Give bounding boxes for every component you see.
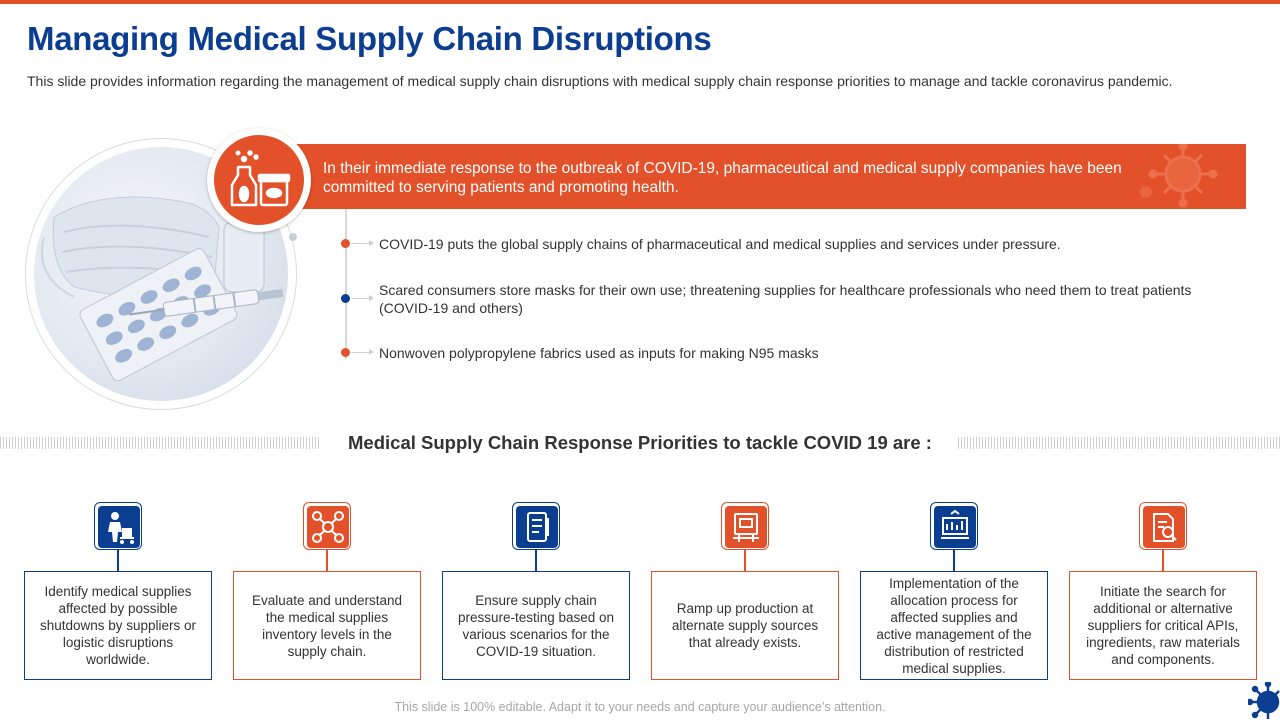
- virus-icon: [1248, 682, 1280, 719]
- priority-text-box: Identify medical supplies affected by po…: [24, 571, 212, 680]
- bullet-arrow: [351, 349, 374, 355]
- medicine-bottle-icon: [214, 135, 304, 225]
- card-connector: [953, 550, 955, 571]
- priority-text: Evaluate and understand the medical supp…: [251, 592, 403, 659]
- document-search-icon: [1139, 502, 1187, 550]
- virus-watermark-icon: [1140, 144, 1218, 208]
- priority-text: Ensure supply chain pressure-testing bas…: [457, 592, 615, 659]
- page-subtitle: This slide provides information regardin…: [27, 73, 1173, 89]
- priority-text-box: Implementation of the allocation process…: [860, 571, 1048, 680]
- bullet-item: Nonwoven polypropylene fabrics used as i…: [379, 345, 819, 361]
- network-nodes-icon: [303, 502, 351, 550]
- divider-stripes-left: [0, 437, 320, 449]
- priority-text: Implementation of the allocation process…: [876, 575, 1032, 676]
- priority-text: Initiate the search for additional or al…: [1086, 584, 1240, 667]
- production-machine-icon: [721, 502, 769, 550]
- priority-text-box: Ensure supply chain pressure-testing bas…: [442, 571, 630, 680]
- priority-card: Evaluate and understand the medical supp…: [233, 502, 421, 682]
- priority-text: Ramp up production at alternate supply s…: [671, 601, 819, 650]
- section-heading: Medical Supply Chain Response Priorities…: [348, 432, 932, 453]
- footer-note: This slide is 100% editable. Adapt it to…: [394, 700, 886, 714]
- bullet-arrow: [351, 295, 374, 301]
- priority-card: Ensure supply chain pressure-testing bas…: [442, 502, 630, 682]
- card-connector: [535, 550, 537, 571]
- bullet-arrow: [351, 240, 374, 246]
- delivery-worker-icon: [94, 502, 142, 550]
- checklist-document-icon: [512, 502, 560, 550]
- bullet-dot: [341, 239, 350, 248]
- banner-text: In their immediate response to the outbr…: [323, 160, 1122, 196]
- priority-text: Identify medical supplies affected by po…: [39, 584, 197, 667]
- divider-stripes-right: [958, 437, 1280, 449]
- card-connector: [117, 550, 119, 571]
- priority-card: Ramp up production at alternate supply s…: [651, 502, 839, 682]
- card-connector: [1162, 550, 1164, 571]
- priority-card: Initiate the search for additional or al…: [1069, 502, 1257, 682]
- page-title: Managing Medical Supply Chain Disruption…: [27, 20, 712, 57]
- priority-card: Implementation of the allocation process…: [860, 502, 1048, 682]
- timeline-line: [345, 209, 347, 359]
- priority-card: Identify medical supplies affected by po…: [24, 502, 212, 682]
- bullet-dot: [341, 294, 350, 303]
- distribution-chart-icon: [930, 502, 978, 550]
- frame-dot: [289, 233, 297, 241]
- bullet-item: Scared consumers store masks for their o…: [379, 282, 1192, 316]
- bullet-dot: [341, 348, 350, 357]
- card-connector: [744, 550, 746, 571]
- priority-text-box: Evaluate and understand the medical supp…: [233, 571, 421, 680]
- intro-banner: In their immediate response to the outbr…: [290, 144, 1246, 209]
- priority-text-box: Ramp up production at alternate supply s…: [651, 571, 839, 680]
- top-accent-bar: [0, 0, 1280, 4]
- bullet-item: COVID-19 puts the global supply chains o…: [379, 236, 1061, 252]
- card-connector: [326, 550, 328, 571]
- priority-text-box: Initiate the search for additional or al…: [1069, 571, 1257, 680]
